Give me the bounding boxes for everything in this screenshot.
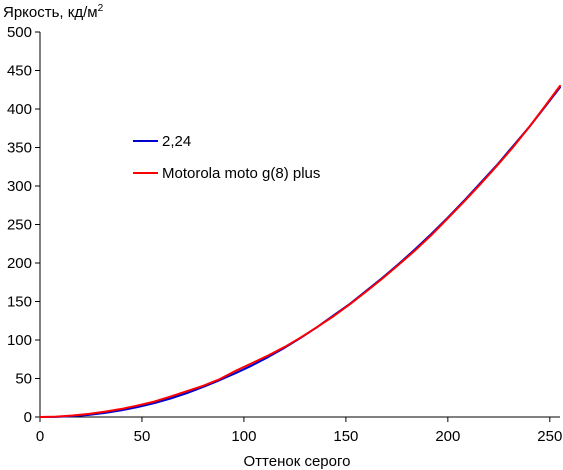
- y-tick-label: 400: [7, 101, 32, 118]
- series-line-2: [39, 84, 561, 418]
- y-tick-label: 250: [7, 217, 32, 234]
- y-axis-title-superscript: 2: [98, 3, 104, 14]
- x-tick-label: 50: [134, 428, 151, 445]
- x-tick-label: 100: [231, 428, 256, 445]
- y-tick-label: 300: [7, 178, 32, 195]
- y-tick-label: 50: [15, 371, 32, 388]
- legend-label-series-1: 2,24: [162, 133, 191, 150]
- y-axis-title-main: Яркость, кд/м: [3, 4, 98, 21]
- y-tick-label: 150: [7, 294, 32, 311]
- axes: [39, 32, 560, 418]
- y-tick-label: 0: [24, 409, 32, 426]
- x-tick-label: 0: [36, 428, 44, 445]
- ticks: 0 50 100 150 200 250 300 350 400 450 500 0 50 100 150 2…: [7, 24, 562, 445]
- series-line-1: [39, 86, 561, 418]
- y-tick-label: 350: [7, 140, 32, 157]
- x-tick-label: 150: [333, 428, 358, 445]
- legend: 2,24 Motorola moto g(8) plus: [133, 133, 320, 182]
- legend-label-series-2: Motorola moto g(8) plus: [162, 165, 320, 182]
- series-layer: [39, 84, 561, 418]
- y-axis-title: Яркость, кд/м2: [3, 3, 104, 21]
- x-axis-title: Оттенок серого: [244, 453, 351, 470]
- x-tick-label: 200: [435, 428, 460, 445]
- y-tick-label: 500: [7, 24, 32, 41]
- y-tick-label: 100: [7, 332, 32, 349]
- x-tick-label: 250: [537, 428, 562, 445]
- y-tick-label: 450: [7, 63, 32, 80]
- y-tick-label: 200: [7, 255, 32, 272]
